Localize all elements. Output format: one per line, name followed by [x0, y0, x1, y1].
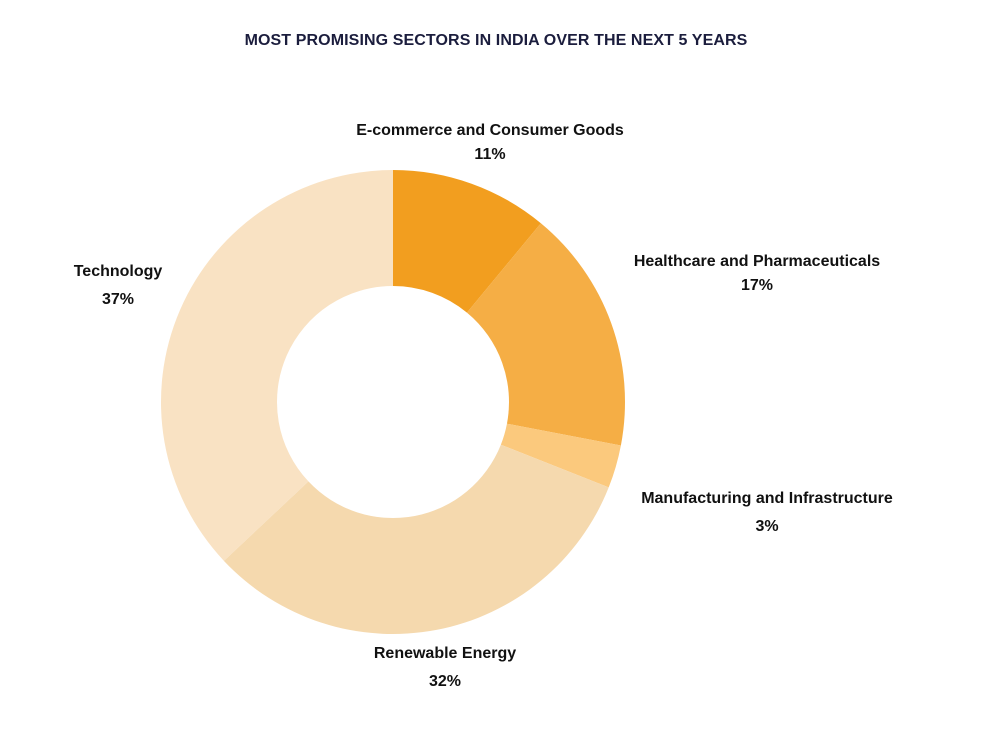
slice-technology	[160, 170, 393, 561]
slice-label-renewable: Renewable Energy	[374, 645, 516, 662]
slice-value-manufacturing: 3%	[755, 518, 778, 535]
slice-labels: E-commerce and Consumer Goods 11% Health…	[74, 122, 893, 690]
slice-manufacturing	[500, 423, 621, 488]
slice-label-manufacturing: Manufacturing and Infrastructure	[641, 490, 893, 507]
slice-label-technology: Technology	[74, 263, 163, 280]
slice-healthcare	[466, 223, 625, 446]
chart-title: MOST PROMISING SECTORS IN INDIA OVER THE…	[244, 32, 748, 49]
slice-label-healthcare: Healthcare and Pharmaceuticals	[634, 253, 880, 270]
slice-value-ecommerce: 11%	[474, 146, 505, 163]
slice-value-healthcare: 17%	[741, 277, 773, 294]
slice-renewable	[223, 444, 609, 634]
slice-label-ecommerce: E-commerce and Consumer Goods	[356, 122, 624, 139]
slice-ecommerce	[393, 170, 541, 313]
slice-value-technology: 37%	[102, 291, 134, 308]
donut-slices	[160, 170, 625, 634]
slice-value-renewable: 32%	[429, 673, 461, 690]
